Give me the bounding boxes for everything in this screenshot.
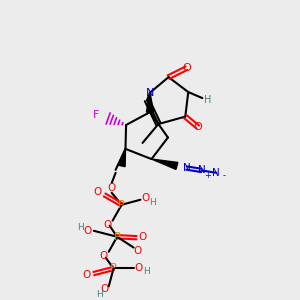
Text: O: O <box>100 284 109 294</box>
Text: O: O <box>141 193 150 203</box>
Text: N: N <box>146 88 154 98</box>
Text: O: O <box>94 187 102 197</box>
Text: P: P <box>110 263 117 274</box>
Text: F: F <box>92 110 99 120</box>
Text: H: H <box>143 267 150 276</box>
Text: H: H <box>150 198 156 207</box>
Text: O: O <box>108 183 116 193</box>
Polygon shape <box>152 159 178 169</box>
Text: O: O <box>82 270 91 280</box>
Text: N: N <box>183 163 190 173</box>
Text: O: O <box>182 63 191 73</box>
Text: H: H <box>96 290 103 299</box>
Text: O: O <box>103 220 112 230</box>
Text: O: O <box>138 232 147 242</box>
Text: -: - <box>223 171 226 180</box>
Text: O: O <box>84 226 92 236</box>
Polygon shape <box>146 93 154 112</box>
Text: O: O <box>194 122 202 132</box>
Text: O: O <box>100 250 108 261</box>
Text: P: P <box>114 232 121 242</box>
Polygon shape <box>118 149 125 167</box>
Text: O: O <box>133 246 142 256</box>
Text: P: P <box>118 200 125 210</box>
Text: H: H <box>77 223 84 232</box>
Text: N: N <box>212 168 220 178</box>
Text: +: + <box>204 171 211 180</box>
Text: H: H <box>204 95 211 105</box>
Text: N: N <box>197 165 205 176</box>
Text: O: O <box>134 262 143 273</box>
